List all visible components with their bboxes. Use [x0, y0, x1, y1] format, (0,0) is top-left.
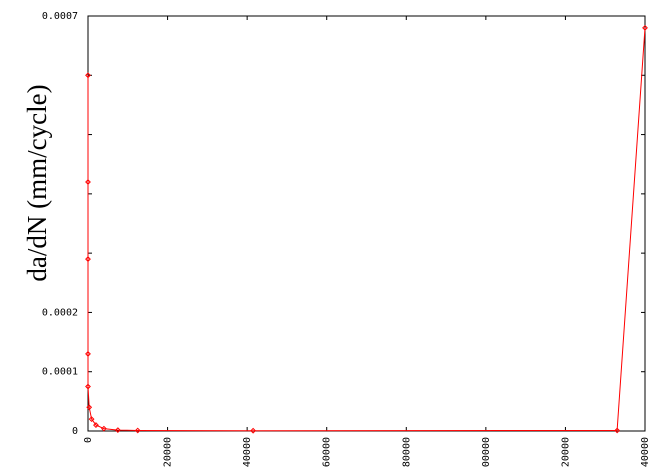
x-tick-label: 40000: [242, 437, 253, 467]
data-point: [250, 427, 257, 434]
x-tick-label: 20000: [163, 437, 174, 467]
y-tick-label: 0.0007: [42, 11, 78, 22]
data-point: [85, 383, 91, 390]
data-point: [114, 427, 121, 434]
data-point: [614, 427, 621, 434]
x-tick-label: 0: [83, 437, 94, 443]
data-point: [134, 427, 141, 434]
y-tick-label: 0.0001: [42, 367, 78, 378]
x-tick-label: 40000: [640, 437, 651, 467]
plot-frame: [87, 15, 646, 432]
series-line: [87, 27, 646, 432]
x-tick-label: 60000: [322, 437, 333, 467]
data-point: [85, 351, 91, 357]
x-tick-label: 20000: [560, 437, 571, 467]
data-point: [85, 256, 91, 262]
data-point: [85, 179, 91, 185]
data-point: [85, 72, 91, 79]
data-point: [101, 425, 107, 432]
y-tick-label: 0: [72, 426, 78, 437]
y-axis-label: da/dN (mm/cycle): [22, 84, 52, 281]
data-point: [93, 422, 99, 428]
y-axis-ticks: 0 0.0001 0.0002 0.0007: [42, 11, 645, 437]
y-tick-label: 0.0002: [42, 307, 78, 318]
data-point: [642, 24, 648, 31]
y-minor-ticks: [88, 74, 645, 254]
series-layer: [85, 24, 648, 434]
x-axis-ticks: 0 20000 40000 60000 80000 00000 20000 40000: [83, 16, 651, 467]
x-tick-label: 80000: [401, 437, 412, 467]
data-point: [86, 404, 93, 411]
data-point: [88, 416, 95, 423]
x-tick-label: 00000: [481, 437, 492, 467]
